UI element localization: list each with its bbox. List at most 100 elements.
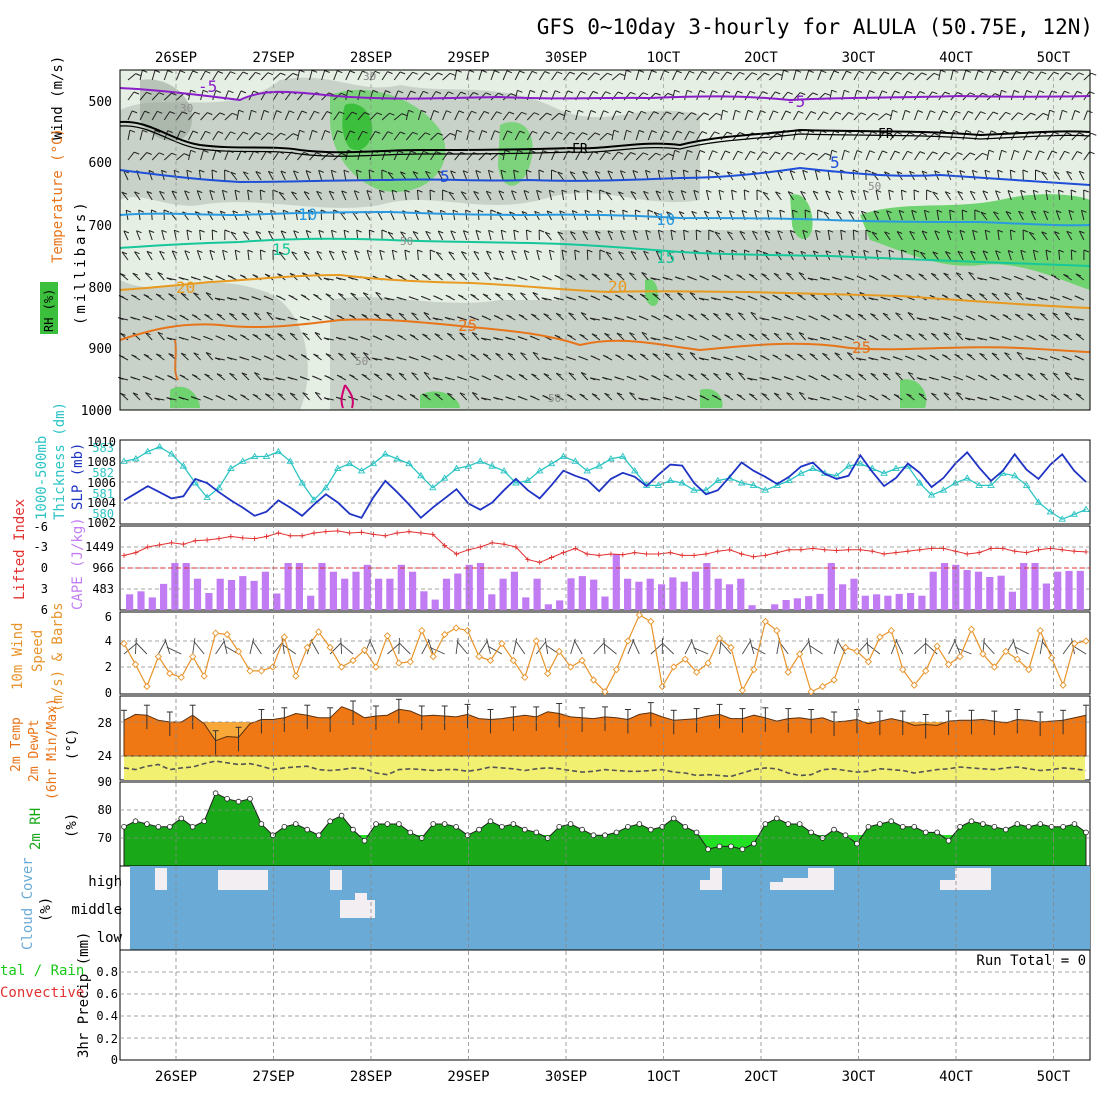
rh-marker (454, 824, 459, 829)
ylabel-wind10m-1: 10m Wind (10, 623, 26, 690)
rh-marker (202, 819, 207, 824)
ylabel-lifted-index: Lifted Index (12, 499, 28, 600)
bottom-date-label: 29SEP (447, 1069, 489, 1085)
ytick-600: 600 (89, 156, 112, 171)
top-date-label: 2OCT (744, 50, 778, 66)
rh2m-panel: 90 80 70 2m RH (%) (28, 775, 1090, 866)
rh-marker (946, 838, 951, 843)
upper-air-panel: -5 -5 FR FR 5 5 10 10 15 15 20 20 25 25 … (40, 56, 1096, 419)
upper-wind-barb (1023, 170, 1024, 180)
cape-tick-483: 483 (92, 582, 114, 596)
rh-marker (213, 791, 218, 796)
ylabel-millibars: (millibars) (73, 199, 89, 325)
bottom-date-label: 4OCT (939, 1069, 973, 1085)
temp-tick-28: 28 (98, 716, 112, 730)
label-rh50-a: 50 (868, 180, 881, 193)
cape-bar (364, 565, 371, 610)
ylabel-wind10m-3: (m/s) & Barbs (50, 602, 66, 712)
wind-tick-2: 2 (105, 660, 112, 674)
rh-marker (488, 819, 493, 824)
rh-marker (1026, 824, 1031, 829)
rh-marker (1072, 822, 1077, 827)
rh-yticks: 90 80 70 (98, 775, 112, 845)
cape-bar (624, 579, 631, 610)
rh-marker (282, 824, 287, 829)
top-date-label: 3OCT (842, 50, 876, 66)
bottom-date-label: 30SEP (545, 1069, 587, 1085)
rh-marker (351, 827, 356, 832)
wind-tick-0: 0 (105, 686, 112, 700)
rh-marker (271, 833, 276, 838)
bottom-date-label: 5OCT (1037, 1069, 1071, 1085)
rh-marker (179, 816, 184, 821)
cape-yticks-left: -6 -3 0 3 6 (34, 520, 48, 617)
cloud-high-label: high (88, 874, 122, 890)
cloud-panel: high middle low Cloud Cover (%) (20, 857, 1090, 950)
ylabel-rh: RH (%) (42, 289, 56, 332)
cape-bar (556, 600, 563, 610)
top-date-label: 5OCT (1037, 50, 1071, 66)
upper-wind-barb (962, 210, 963, 220)
top-date-label: 28SEP (350, 50, 392, 66)
cape-bar (477, 563, 484, 610)
rh-marker (167, 824, 172, 829)
rh-marker (305, 827, 310, 832)
label-rh50-d: 50 (548, 392, 561, 405)
upper-wind-barb (914, 190, 915, 200)
cape-bar (1043, 584, 1050, 611)
slp-tick-1002: 1002 (87, 516, 116, 530)
rh-marker (293, 822, 298, 827)
upper-wind-barb (260, 250, 261, 260)
rh-marker (774, 816, 779, 821)
upper-wind-barb-flag (1091, 73, 1096, 75)
run-total: Run Total = 0 (976, 953, 1086, 969)
ytick-1000: 1000 (81, 404, 112, 419)
rh-marker (797, 822, 802, 827)
top-date-label: 29SEP (447, 50, 489, 66)
label-10-a: 10 (298, 205, 317, 224)
cape-bar (601, 597, 608, 611)
wind-yticks: 6 4 2 0 (105, 610, 112, 700)
rh-marker (1061, 824, 1066, 829)
rh-marker (900, 824, 905, 829)
rh-marker (614, 830, 619, 835)
cape-bar (307, 596, 314, 610)
label-10-b: 10 (656, 210, 675, 229)
rh-marker (740, 847, 745, 852)
rh-marker (362, 838, 367, 843)
rh-marker (935, 830, 940, 835)
ytick-900: 900 (89, 342, 112, 357)
rh-marker (1084, 830, 1089, 835)
wind10m-barb (399, 638, 400, 654)
cape-bar (296, 563, 303, 610)
ylabel-thickness-2: Thickness (dm) (52, 402, 68, 520)
bottom-date-label: 28SEP (350, 1069, 392, 1085)
bottom-date-label: 3OCT (842, 1069, 876, 1085)
precip-yticks: 0.8 0.6 0.4 0.2 0 (96, 965, 118, 1067)
cape-bar (703, 563, 710, 610)
cape-bar (251, 581, 258, 610)
label-20-b: 20 (608, 277, 627, 296)
precip-tick-04: 0.4 (96, 1009, 118, 1023)
li-tick-6: 6 (41, 603, 48, 617)
rh-marker (809, 830, 814, 835)
ylabel-temp-2: 2m DewPt (27, 719, 42, 782)
upper-wind-barb (696, 230, 697, 240)
ylabel-precip-3hr: 3hr Precip (mm) (76, 932, 92, 1058)
temp-tick-24: 24 (98, 749, 112, 763)
cape-bar (681, 582, 688, 610)
cape-bar (816, 594, 823, 610)
label-fr-a: FR (572, 142, 588, 157)
rh-marker (236, 799, 241, 804)
cape-bar (488, 594, 495, 610)
cape-bar (330, 572, 337, 610)
cape-bar (534, 579, 541, 610)
cape-bar (341, 579, 348, 610)
rh-marker (958, 824, 963, 829)
rh-marker (259, 822, 264, 827)
rh-marker (889, 819, 894, 824)
rh-marker (637, 822, 642, 827)
rh-marker (248, 796, 253, 801)
precip-tick-0: 0 (111, 1053, 118, 1067)
chart-title: GFS 0~10day 3-hourly for ALULA (50.75E, … (537, 15, 1093, 39)
